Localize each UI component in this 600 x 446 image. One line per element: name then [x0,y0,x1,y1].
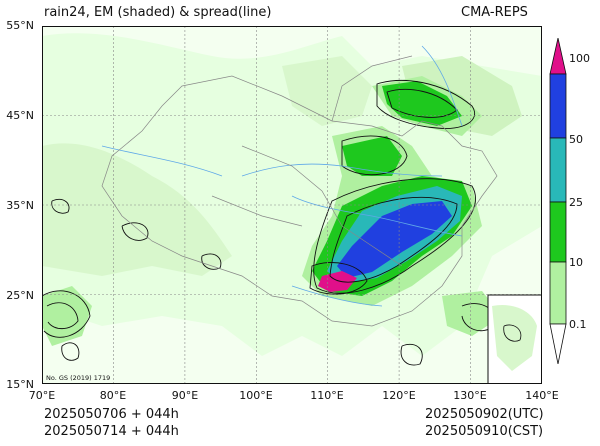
map-frame [42,26,542,384]
init-time-cst: 2025050714 + 044h [44,424,179,439]
colorbar-seg-below [549,323,567,364]
lat-label-25: 25°N [6,289,34,302]
colorbar-seg-0.1-10 [549,261,567,325]
map-title: rain24, EM (shaded) & spread(line) [44,5,272,20]
lon-label-70: 70°E [28,389,56,402]
valid-time-utc: 2025050902(UTC) [425,407,544,422]
lon-label-90: 90°E [171,389,199,402]
rainfall-map: No. GS (2019) 1719 [42,26,542,384]
spread-contours [42,80,536,366]
valid-time-cst: 2025050910(CST) [425,424,544,439]
rain-shade-high [337,201,452,278]
colorbar-label-0.1: 0.1 [569,318,587,331]
lat-label-45: 45°N [6,109,34,122]
lon-label-110: 110°E [310,389,344,402]
lat-label-55: 55°N [6,19,34,32]
colorbar-label-100: 100 [569,52,590,65]
lon-label-100: 100°E [239,389,273,402]
lat-label-15: 15°N [6,378,34,391]
colorbar-seg-100 [549,38,567,75]
colorbar [549,38,567,364]
lat-label-35: 35°N [6,199,34,212]
inset-map [487,294,542,384]
colorbar-seg-25-50 [549,137,567,203]
colorbar-seg-50-100 [549,73,567,139]
model-name: CMA-REPS [461,5,528,20]
lon-label-140: 140°E [525,389,559,402]
political-borders [101,55,498,327]
init-time-utc: 2025050706 + 044h [44,407,179,422]
graticule [42,26,542,384]
map-credit: No. GS (2019) 1719 [46,374,110,382]
rivers [101,45,463,307]
lon-label-130: 130°E [453,389,487,402]
colorbar-label-50: 50 [569,133,583,146]
colorbar-label-10: 10 [569,256,583,269]
colorbar-label-25: 25 [569,196,583,209]
colorbar-seg-10-25 [549,201,567,263]
lon-label-80: 80°E [99,389,127,402]
lon-label-120: 120°E [382,389,416,402]
